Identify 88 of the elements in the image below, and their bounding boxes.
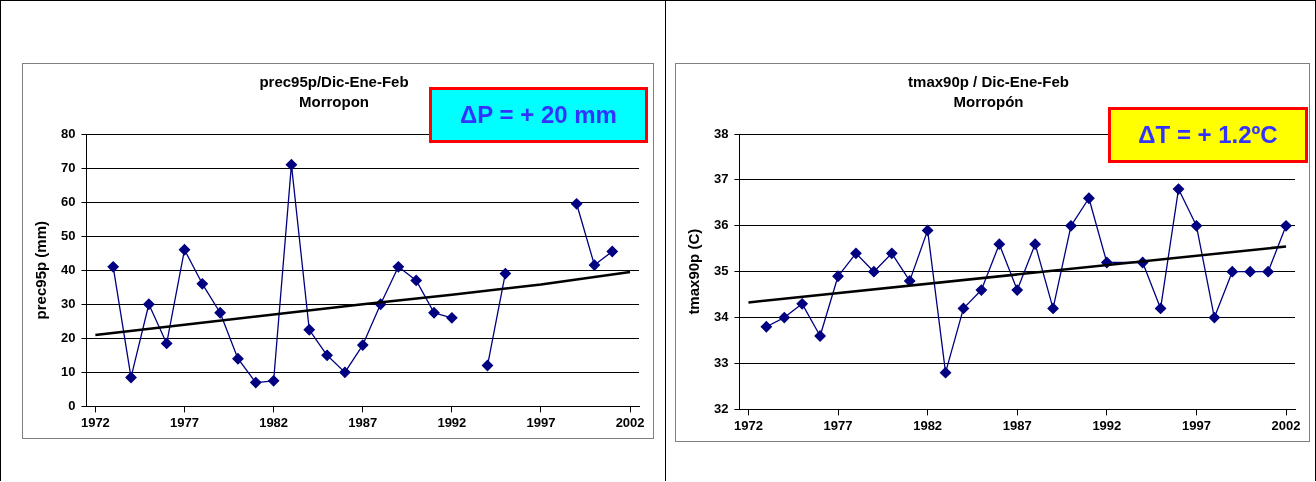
y-tick-label: 35: [713, 263, 729, 279]
x-tick-label: 1977: [823, 417, 853, 433]
point: [321, 349, 333, 361]
point: [499, 267, 511, 280]
point: [760, 321, 772, 333]
x-tick-label: 1972: [733, 417, 763, 433]
point: [850, 247, 862, 259]
point: [975, 284, 988, 296]
point: [1047, 302, 1059, 315]
point: [107, 261, 119, 273]
point: [1262, 266, 1274, 278]
point: [1244, 266, 1256, 278]
point: [250, 376, 262, 389]
point: [993, 238, 1005, 250]
y-axis-title: tmax90p (C): [685, 228, 703, 315]
x-tick-label: 1992: [437, 414, 467, 430]
point: [481, 359, 494, 372]
x-tick-label: 1997: [1181, 417, 1211, 433]
y-tick-label: 36: [713, 217, 729, 233]
y-tick-label: 32: [713, 400, 729, 416]
point: [196, 278, 208, 290]
point: [428, 307, 440, 319]
point: [178, 244, 191, 256]
y-tick-label: 37: [713, 171, 729, 187]
point: [125, 371, 137, 384]
point: [161, 337, 173, 350]
point: [814, 330, 826, 342]
point: [868, 266, 880, 278]
point: [1154, 302, 1167, 315]
point: [143, 298, 155, 310]
point: [778, 311, 790, 324]
text: ΔP = + 20 mm: [429, 87, 648, 143]
point: [339, 366, 351, 378]
point: [1280, 220, 1292, 232]
y-axis-title: prec95p (mm): [32, 221, 50, 320]
x-tick-label: 2002: [615, 414, 645, 430]
x-tick-label: 2002: [1271, 417, 1301, 433]
point: [588, 259, 601, 271]
y-tick-label: 10: [60, 363, 76, 379]
y-tick-label: 70: [60, 159, 76, 175]
y-tick-label: 50: [60, 227, 76, 243]
point: [832, 270, 844, 282]
point: [267, 375, 280, 387]
chart-title: prec95p/Dic-Ene-Feb: [259, 73, 409, 91]
point: [1011, 284, 1023, 296]
point: [1208, 311, 1221, 324]
chart-subtitle: Morropón: [953, 93, 1024, 111]
y-tick-label: 60: [60, 193, 76, 209]
y-tick-label: 38: [713, 125, 729, 141]
x-tick-label: 1997: [526, 414, 556, 430]
point: [1226, 266, 1238, 278]
point: [1065, 220, 1077, 232]
point: [410, 274, 422, 287]
x-tick-label: 1982: [913, 417, 943, 433]
x-tick-label: 1982: [259, 414, 289, 430]
point: [232, 353, 244, 365]
point: [357, 339, 369, 351]
point: [796, 298, 808, 310]
point: [570, 198, 583, 210]
point: [1083, 192, 1095, 204]
annotation: ΔT = + 1.2ºC: [1108, 107, 1308, 163]
point: [957, 302, 970, 315]
point: [303, 324, 315, 336]
x-tick-label: 1987: [1002, 417, 1032, 433]
point: [921, 224, 934, 237]
x-tick-label: 1972: [80, 414, 110, 430]
y-tick-label: 34: [713, 309, 730, 325]
y-tick-label: 33: [713, 355, 729, 371]
y-tick-label: 80: [60, 125, 76, 141]
x-tick-label: 1987: [348, 414, 378, 430]
point: [1029, 238, 1041, 250]
x-tick-label: 1977: [170, 414, 199, 430]
y-tick-label: 0: [68, 397, 76, 413]
point: [886, 247, 898, 259]
point: [1190, 220, 1203, 232]
y-tick-label: 40: [60, 261, 76, 277]
y-tick-label: 20: [60, 329, 76, 345]
chart-subtitle: Morropon: [299, 93, 369, 111]
point: [392, 261, 405, 273]
y-tick-label: 30: [60, 295, 76, 311]
x-tick-label: 1992: [1092, 417, 1122, 433]
point: [606, 245, 618, 258]
point: [285, 158, 298, 171]
point: [214, 307, 226, 319]
point: [1172, 183, 1185, 195]
point: [939, 367, 952, 379]
chart-title: tmax90p / Dic-Ene-Feb: [908, 73, 1069, 91]
point: [446, 312, 458, 324]
